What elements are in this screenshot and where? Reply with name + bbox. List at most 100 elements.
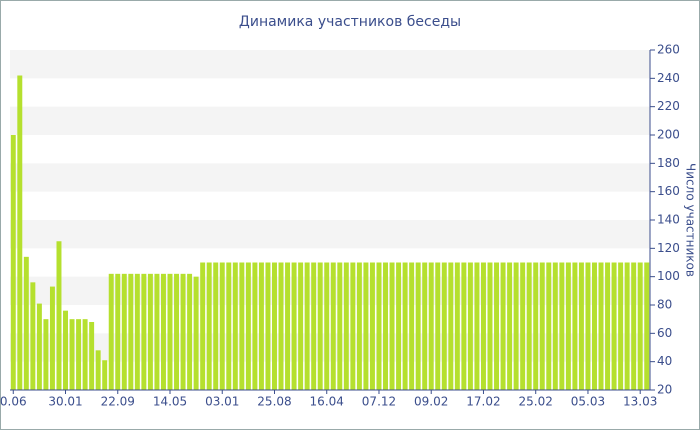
- bar: [461, 262, 467, 390]
- bar: [291, 262, 297, 390]
- bar: [311, 262, 317, 390]
- y-tick-label: 240: [657, 71, 680, 85]
- bar: [167, 273, 173, 390]
- bar: [546, 262, 552, 390]
- y-tick-label: 60: [657, 326, 672, 340]
- bar: [494, 262, 500, 390]
- y-tick-label: 80: [657, 298, 672, 312]
- bar: [330, 262, 336, 390]
- bar: [89, 322, 95, 390]
- bar: [128, 273, 134, 390]
- bar: [213, 262, 219, 390]
- bar: [552, 262, 558, 390]
- bar: [102, 360, 108, 390]
- grid-band: [10, 220, 650, 249]
- bar: [298, 262, 304, 390]
- bar: [174, 273, 180, 390]
- bar: [428, 262, 434, 390]
- bar: [304, 262, 310, 390]
- bar: [121, 273, 127, 390]
- x-tick-label: 05.03: [571, 395, 605, 409]
- bar: [278, 262, 284, 390]
- bar: [480, 262, 486, 390]
- grid-band: [10, 50, 650, 79]
- x-tick-label: 14.05: [153, 395, 187, 409]
- bar: [10, 135, 16, 390]
- bar: [317, 262, 323, 390]
- bar: [265, 262, 271, 390]
- bar: [507, 262, 513, 390]
- x-tick-label: 03.01: [205, 395, 239, 409]
- bar: [363, 262, 369, 390]
- bar: [258, 262, 264, 390]
- y-tick-label: 100: [657, 269, 680, 283]
- bar: [43, 319, 49, 390]
- bar: [487, 262, 493, 390]
- bar: [226, 262, 232, 390]
- bar: [23, 256, 29, 390]
- bar: [415, 262, 421, 390]
- bar: [252, 262, 258, 390]
- bar: [396, 262, 402, 390]
- bar: [409, 262, 415, 390]
- bar: [285, 262, 291, 390]
- bar: [402, 262, 408, 390]
- x-tick-label: 17.02: [466, 395, 500, 409]
- bar: [160, 273, 166, 390]
- bar: [232, 262, 238, 390]
- bar: [624, 262, 630, 390]
- x-tick-label: 22.09: [101, 395, 135, 409]
- y-tick-label: 180: [657, 156, 680, 170]
- bar: [108, 273, 114, 390]
- bar: [605, 262, 611, 390]
- bar: [389, 262, 395, 390]
- bar: [592, 262, 597, 390]
- y-tick-label: 220: [657, 99, 680, 113]
- bar: [611, 262, 617, 390]
- bar: [337, 262, 343, 390]
- bar: [578, 262, 584, 390]
- bar: [572, 262, 578, 390]
- x-tick-label: 13.03: [623, 395, 657, 409]
- bar: [565, 262, 571, 390]
- bar: [82, 319, 88, 390]
- bar: [369, 262, 375, 390]
- bar: [637, 262, 643, 390]
- bar: [559, 262, 565, 390]
- bar: [49, 286, 55, 390]
- bar: [95, 350, 101, 390]
- bar: [618, 262, 624, 390]
- bar: [36, 303, 42, 390]
- bar: [454, 262, 460, 390]
- bar: [239, 262, 245, 390]
- bar: [435, 262, 441, 390]
- x-tick-label: 09.02: [414, 395, 448, 409]
- bar: [585, 262, 591, 390]
- y-axis-label: Число участников: [684, 163, 698, 277]
- bar: [272, 262, 277, 390]
- bar: [343, 262, 349, 390]
- bar: [539, 262, 545, 390]
- bar: [533, 262, 539, 390]
- bar: [422, 262, 428, 390]
- y-tick-label: 120: [657, 241, 680, 255]
- bar: [187, 273, 193, 390]
- bar: [147, 273, 153, 390]
- bar: [441, 262, 447, 390]
- bar: [154, 273, 160, 390]
- bar: [520, 262, 526, 390]
- bar: [115, 273, 121, 390]
- bar: [193, 276, 199, 390]
- bar: [17, 75, 23, 390]
- y-tick-label: 200: [657, 128, 680, 142]
- grid-band: [10, 163, 650, 192]
- x-tick-label: 16.04: [310, 395, 344, 409]
- bar: [324, 262, 330, 390]
- bar: [56, 241, 62, 390]
- x-tick-label: 25.02: [519, 395, 553, 409]
- bar: [206, 262, 212, 390]
- bar: [500, 262, 506, 390]
- bar: [180, 273, 186, 390]
- y-tick-label: 140: [657, 213, 680, 227]
